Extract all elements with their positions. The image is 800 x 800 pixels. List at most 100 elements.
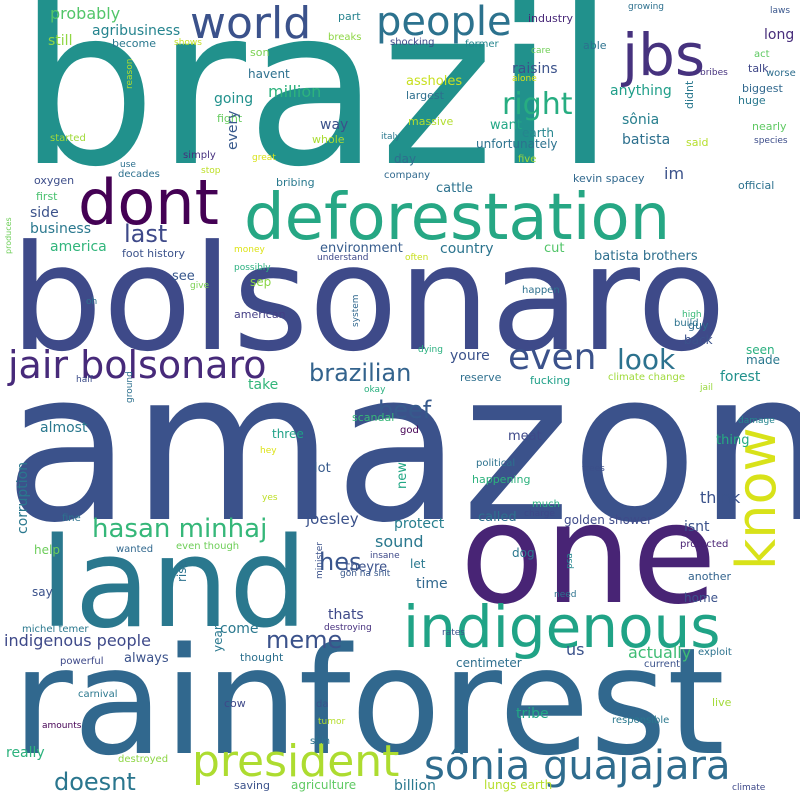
- word-great: great: [252, 153, 276, 163]
- word-meme: meme: [266, 626, 343, 654]
- word-five: five: [518, 154, 537, 165]
- word-actually: actually: [628, 643, 692, 662]
- word-possibly: possibly: [234, 263, 271, 273]
- word-reason: reason: [125, 58, 135, 89]
- word-fucking: fucking: [530, 374, 571, 387]
- word-sonia-guajajara: sônia guajajara: [424, 743, 731, 789]
- word-dont: dont: [78, 166, 219, 239]
- word-son: son: [250, 46, 270, 59]
- word-home: home: [684, 591, 719, 605]
- word-back: back: [684, 333, 713, 347]
- word-decades: decades: [118, 169, 160, 180]
- word-sep: sep: [250, 275, 272, 289]
- word-system: system: [351, 294, 361, 327]
- word-largest: largest: [406, 89, 444, 102]
- word-always: always: [124, 651, 169, 666]
- word-golden-shower: golden shower: [564, 513, 653, 527]
- word-another: another: [688, 570, 732, 583]
- word-god: god: [400, 425, 419, 436]
- word-corruption: corruption: [15, 461, 31, 534]
- word-protected: protected: [680, 539, 729, 550]
- word-want: want: [490, 118, 522, 133]
- word-saving: saving: [234, 779, 270, 792]
- word-michel-temer: michel temer: [22, 624, 89, 635]
- word-raisins: raisins: [512, 61, 558, 77]
- word-skin: skin: [310, 736, 331, 747]
- word-time: time: [416, 576, 448, 592]
- word-able: able: [583, 39, 607, 52]
- word-charge: charge: [524, 509, 555, 519]
- word-cut: cut: [544, 241, 565, 256]
- word-political: political: [476, 458, 516, 469]
- word-started: started: [50, 133, 86, 144]
- word-lungs-earth: lungs earth: [484, 778, 553, 792]
- word-rise: rise: [175, 560, 189, 582]
- word-cattle: cattle: [436, 181, 473, 196]
- word-thought: thought: [240, 651, 284, 664]
- word-last: last: [124, 220, 168, 248]
- word-oh: oh: [86, 297, 98, 307]
- word-right: right: [502, 87, 573, 122]
- word-psa: psa: [565, 553, 575, 569]
- word-help: help: [34, 543, 60, 557]
- word-destroyed: destroyed: [118, 754, 169, 765]
- word-called: called: [478, 510, 517, 525]
- word-shocking: shocking: [390, 37, 435, 48]
- word-look: look: [617, 343, 676, 376]
- word-official: official: [738, 179, 775, 192]
- word-happening: happening: [472, 473, 531, 486]
- word-fight: fight: [217, 112, 243, 125]
- word-use: use: [120, 160, 136, 170]
- word-stop: stop: [201, 166, 221, 176]
- word-high: high: [682, 310, 702, 320]
- word-said: said: [686, 136, 709, 149]
- word-im: im: [664, 164, 685, 183]
- word-tumor: tumor: [318, 717, 346, 727]
- word-sound: sound: [375, 532, 424, 551]
- word-massive: massive: [408, 115, 454, 128]
- word-former: former: [465, 39, 499, 50]
- word-part: part: [338, 10, 361, 23]
- word-trees: trees: [582, 464, 605, 474]
- word-people: people: [376, 0, 512, 45]
- word-nearly: nearly: [752, 120, 787, 133]
- word-isnt: isnt: [684, 519, 710, 535]
- word-even-though: even though: [176, 541, 240, 552]
- word-made: made: [746, 353, 781, 367]
- word-jbs: jbs: [622, 21, 706, 89]
- word-give: give: [190, 281, 210, 291]
- word-build: build: [674, 318, 699, 329]
- word-biggest: biggest: [742, 82, 783, 95]
- word-dog: dog: [512, 546, 535, 560]
- word-bolsonaro: bolsonaro: [10, 214, 727, 384]
- word-way: way: [320, 117, 349, 133]
- word-exploit: exploit: [698, 647, 732, 658]
- word-three: three: [272, 427, 304, 441]
- word-new: new: [395, 462, 410, 489]
- word-side: side: [30, 205, 59, 221]
- word-italy: italy: [381, 132, 401, 142]
- word-say: say: [32, 585, 53, 599]
- word-joesley: joesley: [306, 510, 359, 528]
- word-year: year: [211, 625, 225, 652]
- word-didnt: didnt: [683, 80, 696, 109]
- word-batista-brothers: batista brothers: [594, 249, 698, 264]
- word-okay: okay: [364, 385, 386, 395]
- word-produces: produces: [4, 217, 13, 254]
- word-species: species: [754, 136, 788, 146]
- word-one: one: [460, 474, 717, 635]
- word-talk: talk: [748, 62, 769, 75]
- word-almost: almost: [40, 420, 88, 436]
- word-insane: insane: [370, 551, 400, 561]
- word-let: let: [410, 557, 426, 571]
- word-lot: lot: [314, 461, 331, 476]
- word-deforestation: deforestation: [244, 181, 671, 255]
- word-long: long: [764, 27, 795, 43]
- word-industry: industry: [528, 12, 574, 25]
- word-president: president: [192, 736, 400, 787]
- word-breaks: breaks: [328, 32, 362, 43]
- word-brazilian: brazilian: [309, 359, 412, 387]
- word-indigenous: indigenous: [403, 593, 721, 661]
- word-theyre: theyre: [345, 560, 388, 575]
- word-take: take: [248, 377, 279, 393]
